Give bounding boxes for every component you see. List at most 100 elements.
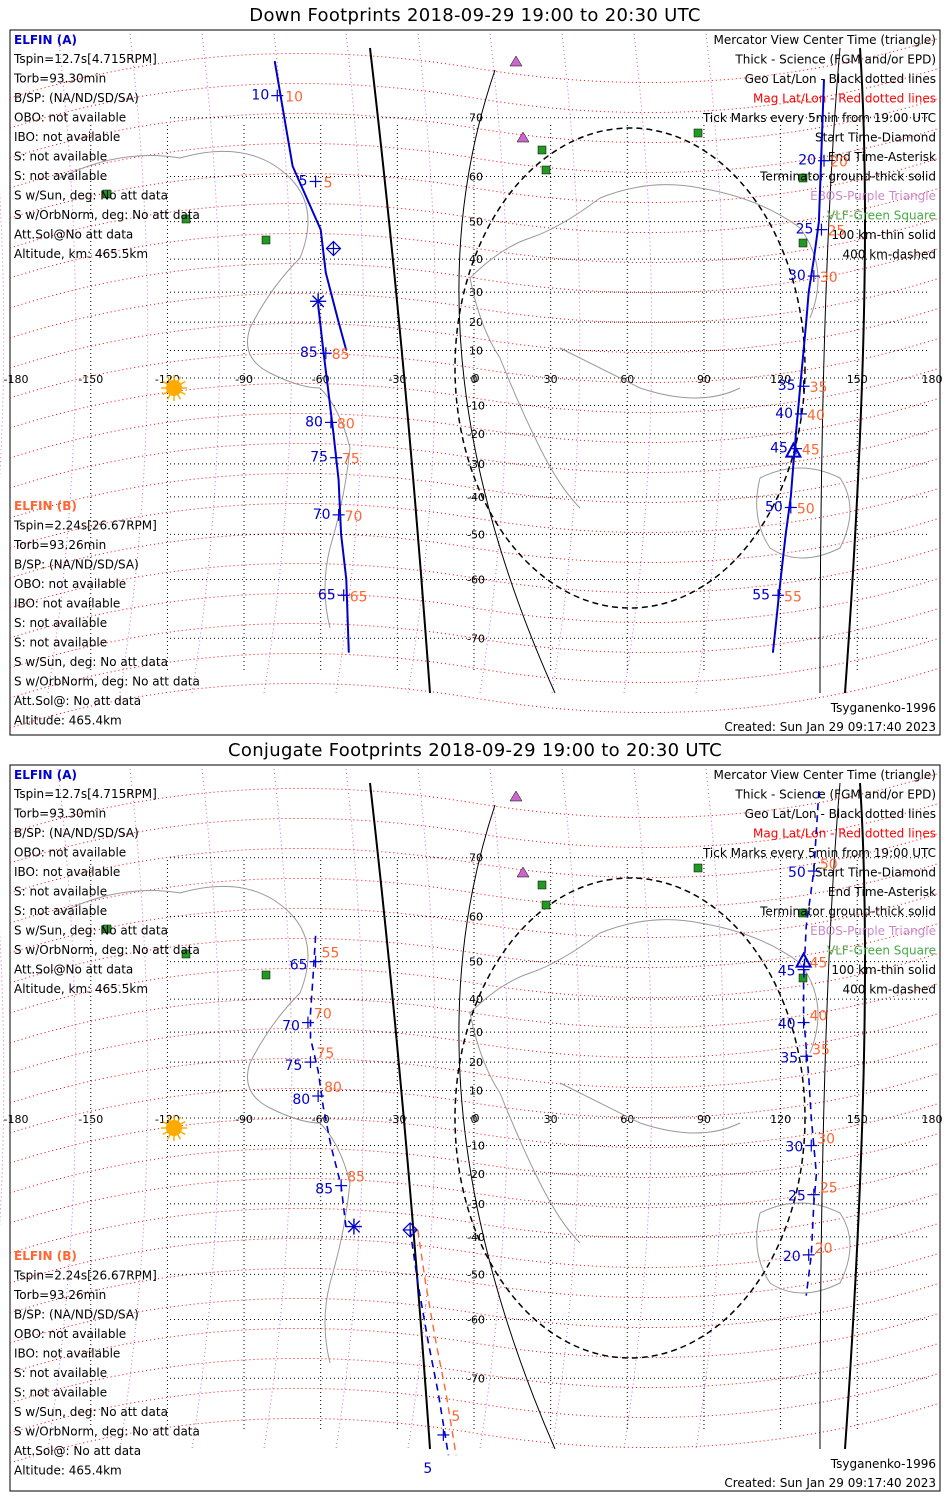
footer-created: Created: Sun Jan 29 09:17:40 2023 — [724, 720, 936, 734]
track-tick-label-a: 85 — [300, 345, 318, 361]
footer-model: Tsyganenko-1996 — [830, 701, 936, 715]
lat-tick-label: 0 — [473, 1112, 480, 1125]
track-tick-label-b: 55 — [784, 589, 802, 605]
terminator-100km-line — [458, 69, 556, 694]
lat-tick-label: 30 — [469, 1026, 483, 1039]
mag-meridian-line — [623, 33, 653, 694]
coastline-path — [59, 885, 321, 1124]
lon-tick-label: 0 — [471, 1113, 478, 1126]
elfin-b-info-line: Att.Sol@: No att data — [14, 694, 141, 708]
coastline-path — [469, 277, 581, 509]
elfin-b-track-right — [802, 791, 820, 1296]
legend-line: Mag Lat/Lon - Red dotted lines — [753, 827, 936, 841]
lon-tick-label: 90 — [697, 373, 711, 386]
mag-meridian-line — [335, 768, 365, 1450]
sun-ray — [179, 380, 186, 386]
map-frame — [9, 29, 941, 736]
lat-tick-label: -10 — [467, 400, 485, 413]
mag-latitude-line — [9, 772, 941, 834]
elfin-a-info-line: Torb=93.30min — [13, 72, 106, 86]
vlf-green-square — [102, 189, 112, 199]
lat-tick-label: -60 — [467, 574, 485, 587]
lon-tick-label: 150 — [847, 1113, 868, 1126]
lat-tick-label: -50 — [467, 1268, 485, 1281]
track-tick-label-a: 30 — [788, 268, 806, 284]
sun-ray — [179, 1120, 186, 1126]
track-tick-label-a: 30 — [785, 1140, 803, 1156]
elfin-b-info-line: Att.Sol@: No att data — [14, 1444, 141, 1458]
lon-tick-label: 120 — [770, 373, 791, 386]
track-tick-label-b: 70 — [314, 1007, 332, 1023]
elfin-b-info-line: S w/Sun, deg: No att data — [14, 655, 168, 669]
coastline-path — [319, 387, 351, 629]
vlf-green-square — [261, 235, 271, 245]
mag-meridian-line — [0, 929, 5, 1228]
coastline-path — [756, 1202, 851, 1294]
track-tick-label-a: 40 — [778, 1017, 796, 1033]
elfin-b-track-right — [771, 79, 825, 653]
coastline-path — [559, 347, 741, 399]
elfin-b-info-line: B/SP: (NA/ND/SD/SA) — [14, 558, 139, 572]
panel-title-down: Down Footprints 2018-09-29 19:00 to 20:3… — [249, 5, 701, 26]
legend-line: EBOS-Purple Triangle — [810, 924, 936, 938]
elfin-b-info-line: Torb=93.26min — [13, 538, 106, 552]
legend-line: VLF-Green Square — [827, 944, 936, 958]
track-tick-label-a: 80 — [305, 414, 323, 430]
elfin-b-track-left — [309, 935, 348, 1230]
lat-tick-label: -20 — [467, 1168, 485, 1181]
lat-tick-label: 10 — [469, 1084, 483, 1097]
elfin-b-info-line: S w/Sun, deg: No att data — [14, 1405, 168, 1419]
lat-tick-label: 30 — [469, 286, 483, 299]
track-tick-label-a: 25 — [788, 1189, 806, 1205]
lat-tick-label: -60 — [467, 1314, 485, 1327]
lon-tick-label: 180 — [922, 1113, 943, 1126]
elfin-a-name: ELFIN (A) — [14, 768, 77, 782]
legend-line: VLF-Green Square — [827, 209, 936, 223]
sun-icon — [166, 380, 182, 396]
track-tick-label-b: 80 — [337, 416, 355, 432]
ebos-purple-triangle — [509, 790, 523, 802]
lat-tick-label: -70 — [467, 1372, 485, 1385]
legend-line: 400 km-dashed — [842, 248, 936, 262]
mag-latitude-line — [9, 97, 941, 159]
terminator-400km-ellipse — [454, 127, 806, 609]
start-diamond — [325, 240, 342, 257]
coastline-path — [469, 184, 819, 319]
elfin-b-info-line: S: not available — [14, 1366, 107, 1380]
track-tick-label-b: 20 — [830, 155, 848, 171]
track-tick-label-a: 85 — [315, 1182, 333, 1198]
mag-latitude-line — [9, 577, 941, 639]
elfin-a-info-line: S w/OrbNorm, deg: No att data — [14, 208, 200, 222]
legend-line: Geo Lat/Lon - Black dotted lines — [745, 72, 936, 86]
lat-tick-label: -70 — [467, 632, 485, 645]
elfin-b-info-line: B/SP: (NA/ND/SD/SA) — [14, 1308, 139, 1322]
legend-line: Mag Lat/Lon - Red dotted lines — [753, 92, 936, 106]
track-tick-label-b: 50 — [797, 501, 815, 517]
vlf-green-square — [693, 863, 703, 873]
coastline-path — [756, 467, 851, 559]
track-tick-label-a: 80 — [292, 1092, 310, 1108]
mag-meridian-line — [263, 768, 293, 1450]
elfin-b-tick-label: 10 — [285, 90, 303, 106]
elfin-a-info-line: Torb=93.30min — [13, 807, 106, 821]
terminator-line — [369, 782, 431, 1450]
track-tick-label-b: 75 — [316, 1046, 334, 1062]
mag-meridian-line — [191, 768, 221, 1450]
mag-meridian-line — [191, 33, 221, 694]
start-diamond — [402, 1222, 418, 1238]
elfin-b-info-line: IBO: not available — [14, 1347, 120, 1361]
sun-ray — [179, 1130, 186, 1136]
elfin-a-tick-label: 5 — [423, 1461, 432, 1477]
track-tick-label-a: 70 — [313, 507, 331, 523]
lon-tick-label: -90 — [235, 373, 253, 386]
vlf-green-square — [541, 165, 551, 175]
legend-line: Mercator View Center Time (triangle) — [714, 768, 936, 782]
track-tick-label-b: 45 — [810, 956, 828, 972]
lat-tick-label: 50 — [469, 216, 483, 229]
vlf-green-square — [693, 128, 703, 138]
sun-ray — [166, 1133, 172, 1140]
footer-created: Created: Sun Jan 29 09:17:40 2023 — [724, 1476, 936, 1490]
lat-tick-label: 20 — [469, 316, 483, 329]
elfin-a-name: ELFIN (A) — [14, 33, 77, 47]
lat-tick-label: 10 — [469, 344, 483, 357]
